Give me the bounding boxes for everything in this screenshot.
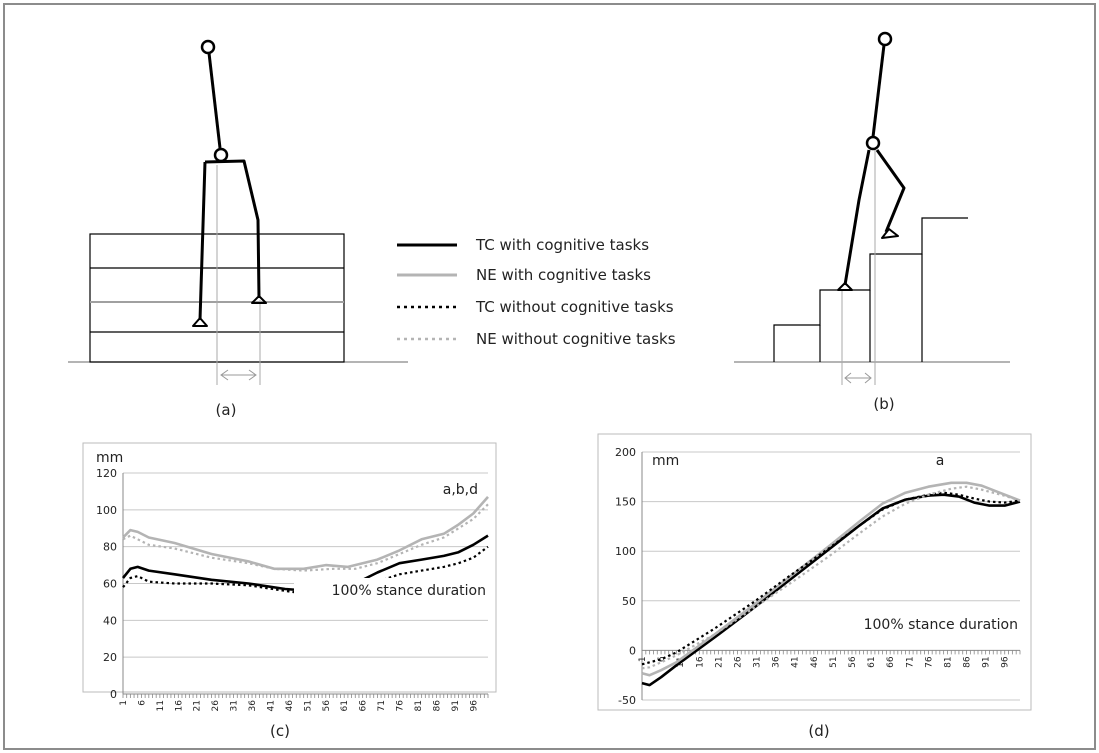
c-x-tick-label: 16 [174, 700, 184, 712]
c-x-tick-label: 56 [322, 700, 332, 712]
panel-b-diagram [734, 31, 1010, 385]
legend-label: NE without cognitive tasks [476, 330, 676, 348]
chart-c-frame [82, 442, 497, 693]
panel-b-staircase [773, 217, 968, 362]
c-x-tick-label: 41 [266, 700, 276, 711]
panel-label-c: (c) [270, 722, 290, 740]
c-x-tick-label: 61 [340, 700, 350, 711]
chart-c-annotation: a,b,d [443, 482, 478, 498]
d-series-line-2 [641, 491, 1021, 666]
c-y-tick-label: 60 [103, 578, 117, 591]
d-series-line-1 [641, 481, 1021, 677]
chart-d-unit-label: mm [652, 453, 679, 469]
chart-c-x-axis: 1 6 11 16 21 26 31 36 41 46 51 56 61 66 71 76 81 86 91 96 [119, 694, 489, 712]
c-x-tick-label: 21 [193, 700, 203, 711]
c-series-line-1 [122, 496, 489, 571]
d-x-tick-label: 16 [695, 656, 705, 668]
panel-label-b: (b) [873, 395, 894, 413]
stick-figure-icon [837, 31, 906, 291]
d-y-tick-label: 50 [622, 595, 636, 608]
d-x-tick-label: 91 [982, 656, 992, 667]
d-x-tick-label: 26 [733, 656, 743, 668]
d-x-tick-label: 41 [791, 656, 801, 667]
d-series-line-3 [641, 485, 1021, 670]
c-y-tick-label: 20 [103, 651, 117, 664]
legend: TC with cognitive tasks NE with cognitiv… [397, 236, 676, 348]
d-y-tick-label: 150 [615, 496, 636, 509]
c-x-tick-label: 81 [414, 700, 424, 711]
d-x-tick-label: 56 [848, 656, 858, 668]
c-x-tick-label: 71 [377, 700, 387, 711]
d-x-tick-label: 96 [1001, 656, 1011, 668]
c-x-tick-label: 96 [469, 700, 479, 712]
chart-d-gridlines [641, 451, 1020, 701]
c-y-tick-label: 0 [110, 688, 117, 701]
panel-a-diagram [68, 39, 408, 385]
chart-d-annotation: a [936, 453, 945, 469]
c-x-tick-label: 26 [211, 700, 221, 712]
step-width-arrow-icon [844, 372, 872, 384]
c-x-tick-label: 11 [156, 700, 166, 711]
stick-figure-icon [192, 39, 267, 327]
chart-c-unit-label: mm [96, 450, 123, 466]
panel-label-a: (a) [216, 401, 237, 419]
chart-c-y-axis: 0 20 40 60 80 100 120 [96, 467, 117, 701]
c-x-tick-label: 31 [230, 700, 240, 711]
chart-c-inner-label: 100% stance duration [332, 583, 486, 599]
legend-label: TC without cognitive tasks [475, 298, 674, 316]
c-x-tick-label: 51 [303, 700, 313, 711]
d-y-tick-label: 0 [629, 644, 636, 657]
c-y-tick-label: 100 [96, 504, 117, 517]
d-series-line-0 [641, 493, 1021, 687]
c-x-tick-label: 66 [359, 700, 369, 712]
d-y-tick-label: 200 [615, 446, 636, 459]
d-x-tick-label: 1 [638, 656, 648, 662]
c-x-tick-label: 36 [248, 700, 258, 712]
chart-d-plot-area [641, 481, 1021, 687]
chart-d-frame [597, 433, 1032, 711]
d-x-tick-label: 66 [886, 656, 896, 668]
chart-d-inner-label: 100% stance duration [864, 617, 1018, 633]
d-y-tick-label: -50 [618, 694, 636, 707]
d-x-tick-label: 21 [714, 656, 724, 667]
c-y-tick-label: 40 [103, 614, 117, 627]
d-x-tick-label: 86 [963, 656, 973, 668]
c-x-tick-label: 91 [451, 700, 461, 711]
d-x-tick-label: 71 [905, 656, 915, 667]
d-x-tick-label: 81 [943, 656, 953, 667]
c-x-tick-label: 76 [396, 700, 406, 712]
d-x-tick-label: 61 [867, 656, 877, 667]
chart-d-y-axis: -50 0 50 100 150 200 [615, 446, 636, 707]
d-x-tick-label: 76 [924, 656, 934, 668]
c-y-tick-label: 120 [96, 467, 117, 480]
d-x-tick-label: 36 [772, 656, 782, 668]
c-x-tick-label: 46 [285, 700, 295, 712]
chart-d-inner-label-bg [824, 612, 1020, 634]
d-x-tick-label: 31 [753, 656, 763, 667]
d-y-tick-label: 100 [615, 545, 636, 558]
d-x-tick-label: 46 [810, 656, 820, 668]
panel-label-d: (d) [808, 722, 829, 740]
figure-frame [3, 3, 1096, 750]
c-x-tick-label: 1 [119, 700, 129, 706]
legend-label: NE with cognitive tasks [476, 266, 651, 284]
step-width-arrow-icon [220, 369, 257, 381]
legend-label: TC with cognitive tasks [475, 236, 649, 254]
d-x-tick-label: 6 [657, 656, 667, 662]
c-x-tick-label: 86 [432, 700, 442, 712]
c-x-tick-label: 6 [137, 700, 147, 706]
chart-c-inner-label-bg [294, 578, 488, 600]
d-x-tick-label: 51 [829, 656, 839, 667]
c-y-tick-label: 80 [103, 541, 117, 554]
